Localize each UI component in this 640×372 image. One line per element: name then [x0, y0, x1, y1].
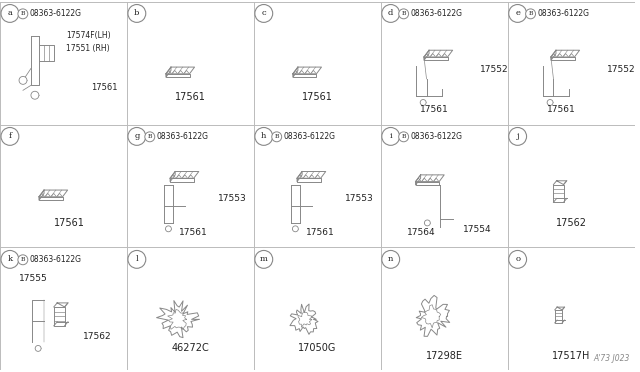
Text: j: j [516, 132, 519, 140]
Circle shape [19, 76, 27, 84]
Text: 17517H: 17517H [552, 351, 590, 361]
Text: 17562: 17562 [556, 218, 587, 228]
Text: 17574F(LH): 17574F(LH) [66, 32, 111, 41]
Circle shape [1, 4, 19, 22]
Text: B: B [529, 12, 533, 16]
Circle shape [255, 128, 273, 145]
Circle shape [399, 132, 408, 142]
Text: 17561: 17561 [175, 93, 206, 102]
Text: d: d [388, 9, 394, 17]
Text: 17552: 17552 [607, 65, 636, 74]
Text: o: o [515, 256, 520, 263]
Text: b: b [134, 9, 140, 17]
Circle shape [128, 250, 146, 268]
Circle shape [1, 128, 19, 145]
Text: 08363-6122G: 08363-6122G [538, 9, 589, 18]
Circle shape [382, 4, 399, 22]
Text: 17554: 17554 [463, 225, 492, 234]
Text: B: B [20, 257, 25, 262]
Text: n: n [388, 256, 394, 263]
Text: 17553: 17553 [218, 194, 247, 203]
Text: B: B [275, 134, 279, 139]
Text: 17050G: 17050G [298, 343, 337, 353]
Circle shape [509, 250, 527, 268]
Text: h: h [261, 132, 266, 140]
Circle shape [424, 220, 430, 226]
Text: 17564: 17564 [407, 228, 436, 237]
Text: 08363-6122G: 08363-6122G [30, 9, 82, 18]
Text: 17561: 17561 [547, 105, 575, 114]
Text: 17561: 17561 [54, 218, 85, 228]
Circle shape [292, 226, 298, 232]
Text: 08363-6122G: 08363-6122G [411, 9, 463, 18]
Text: 17298E: 17298E [426, 351, 463, 361]
Circle shape [128, 4, 146, 22]
Text: 17552: 17552 [480, 65, 508, 74]
Text: B: B [20, 12, 25, 16]
Circle shape [35, 346, 41, 352]
Text: 17561: 17561 [179, 228, 207, 237]
Text: 08363-6122G: 08363-6122G [411, 132, 463, 141]
Text: 17561: 17561 [302, 93, 333, 102]
Text: m: m [260, 256, 268, 263]
Text: f: f [8, 132, 12, 140]
Text: B: B [401, 134, 406, 139]
Circle shape [145, 132, 155, 142]
Text: 17561: 17561 [305, 228, 334, 237]
Circle shape [255, 250, 273, 268]
Text: a: a [8, 9, 12, 17]
Text: B: B [148, 134, 152, 139]
Circle shape [420, 100, 426, 105]
Text: 17562: 17562 [83, 331, 111, 340]
Text: 08363-6122G: 08363-6122G [30, 255, 82, 264]
Circle shape [382, 128, 399, 145]
Text: 17555: 17555 [19, 274, 48, 283]
Circle shape [255, 4, 273, 22]
Text: k: k [7, 256, 12, 263]
Text: e: e [515, 9, 520, 17]
Circle shape [128, 128, 146, 145]
Circle shape [31, 91, 39, 99]
Circle shape [509, 4, 527, 22]
Circle shape [382, 250, 399, 268]
Text: 17553: 17553 [345, 194, 374, 203]
Text: c: c [262, 9, 266, 17]
Text: g: g [134, 132, 140, 140]
Circle shape [1, 250, 19, 268]
Circle shape [166, 226, 172, 232]
Text: i: i [389, 132, 392, 140]
Text: 17561: 17561 [420, 105, 449, 114]
Text: B: B [401, 12, 406, 16]
Circle shape [547, 100, 553, 105]
Text: 17561: 17561 [92, 83, 118, 92]
Circle shape [525, 9, 536, 19]
Text: 08363-6122G: 08363-6122G [284, 132, 335, 141]
Circle shape [18, 9, 28, 19]
Circle shape [509, 128, 527, 145]
Circle shape [272, 132, 282, 142]
Circle shape [399, 9, 408, 19]
Text: 08363-6122G: 08363-6122G [157, 132, 209, 141]
Text: 17551 (RH): 17551 (RH) [66, 44, 109, 53]
Text: A'73 J023: A'73 J023 [593, 353, 630, 363]
Text: 46272C: 46272C [172, 343, 209, 353]
Circle shape [18, 255, 28, 265]
Text: l: l [136, 256, 138, 263]
